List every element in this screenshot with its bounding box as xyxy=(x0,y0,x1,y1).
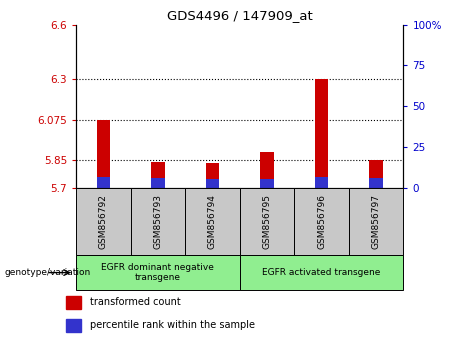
Bar xyxy=(185,188,240,255)
Bar xyxy=(315,177,328,188)
Text: EGFR dominant negative
transgene: EGFR dominant negative transgene xyxy=(101,263,214,282)
Bar xyxy=(206,163,219,188)
Text: EGFR activated transgene: EGFR activated transgene xyxy=(262,268,381,277)
Text: GSM856796: GSM856796 xyxy=(317,194,326,249)
Bar xyxy=(369,178,383,188)
Bar xyxy=(260,178,274,188)
Text: GSM856797: GSM856797 xyxy=(372,194,381,249)
Bar xyxy=(65,319,81,332)
Bar xyxy=(240,255,403,290)
Bar xyxy=(96,120,110,188)
Bar xyxy=(151,178,165,188)
Text: GSM856794: GSM856794 xyxy=(208,194,217,249)
Bar xyxy=(76,188,130,255)
Bar xyxy=(260,152,274,188)
Bar xyxy=(369,160,383,188)
Text: GSM856793: GSM856793 xyxy=(154,194,162,249)
Bar xyxy=(315,79,328,188)
Text: transformed count: transformed count xyxy=(89,297,180,307)
Bar xyxy=(206,178,219,188)
Bar xyxy=(130,188,185,255)
Bar xyxy=(76,255,240,290)
Bar xyxy=(96,177,110,188)
Bar xyxy=(294,188,349,255)
Text: genotype/variation: genotype/variation xyxy=(5,268,91,277)
Title: GDS4496 / 147909_at: GDS4496 / 147909_at xyxy=(167,9,313,22)
Bar xyxy=(349,188,403,255)
Text: percentile rank within the sample: percentile rank within the sample xyxy=(89,320,254,330)
Text: GSM856795: GSM856795 xyxy=(262,194,272,249)
Text: GSM856792: GSM856792 xyxy=(99,194,108,249)
Bar xyxy=(151,162,165,188)
Bar xyxy=(240,188,294,255)
Bar xyxy=(65,296,81,309)
